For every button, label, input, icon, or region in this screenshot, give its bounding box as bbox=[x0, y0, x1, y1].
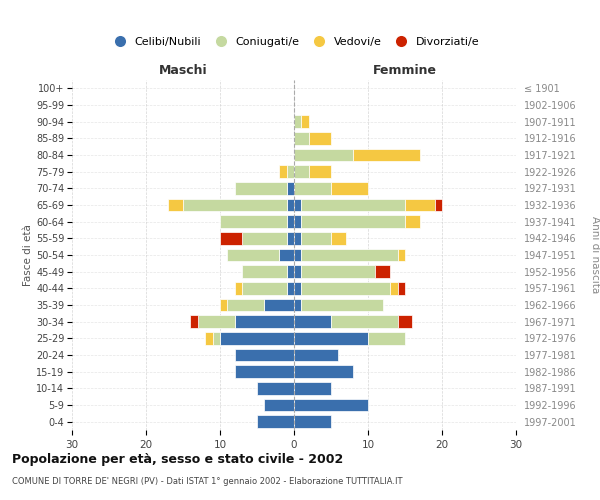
Bar bbox=[309, 166, 331, 178]
Bar bbox=[294, 416, 331, 428]
Bar bbox=[235, 316, 294, 328]
Bar bbox=[287, 199, 294, 211]
Bar bbox=[301, 216, 405, 228]
Text: Femmine: Femmine bbox=[373, 64, 437, 76]
Bar bbox=[301, 282, 390, 294]
Bar bbox=[376, 266, 390, 278]
Bar bbox=[331, 232, 346, 244]
Bar bbox=[294, 166, 309, 178]
Bar bbox=[294, 366, 353, 378]
Bar bbox=[294, 149, 353, 162]
Bar bbox=[294, 199, 301, 211]
Bar bbox=[294, 282, 301, 294]
Bar bbox=[287, 266, 294, 278]
Bar bbox=[294, 216, 301, 228]
Text: Popolazione per età, sesso e stato civile - 2002: Popolazione per età, sesso e stato civil… bbox=[12, 452, 343, 466]
Bar bbox=[168, 199, 183, 211]
Bar bbox=[242, 232, 287, 244]
Bar bbox=[294, 298, 301, 311]
Bar bbox=[294, 399, 368, 411]
Bar bbox=[301, 232, 331, 244]
Bar bbox=[287, 216, 294, 228]
Y-axis label: Anni di nascita: Anni di nascita bbox=[590, 216, 600, 294]
Bar bbox=[405, 216, 420, 228]
Text: COMUNE DI TORRE DE' NEGRI (PV) - Dati ISTAT 1° gennaio 2002 - Elaborazione TUTTI: COMUNE DI TORRE DE' NEGRI (PV) - Dati IS… bbox=[12, 478, 403, 486]
Bar bbox=[287, 232, 294, 244]
Bar bbox=[190, 316, 198, 328]
Bar bbox=[242, 266, 287, 278]
Bar bbox=[331, 316, 398, 328]
Bar bbox=[294, 316, 331, 328]
Bar bbox=[235, 366, 294, 378]
Bar bbox=[294, 248, 301, 261]
Bar bbox=[279, 248, 294, 261]
Bar bbox=[353, 149, 420, 162]
Bar bbox=[331, 182, 368, 194]
Bar bbox=[205, 332, 212, 344]
Bar bbox=[294, 116, 301, 128]
Bar bbox=[301, 266, 376, 278]
Bar bbox=[265, 298, 294, 311]
Bar bbox=[294, 382, 331, 394]
Bar bbox=[294, 349, 338, 361]
Bar bbox=[301, 116, 309, 128]
Bar bbox=[301, 199, 405, 211]
Bar bbox=[309, 132, 331, 144]
Bar bbox=[434, 199, 442, 211]
Bar bbox=[227, 248, 279, 261]
Bar bbox=[294, 332, 368, 344]
Bar bbox=[265, 399, 294, 411]
Bar bbox=[220, 298, 227, 311]
Bar bbox=[287, 282, 294, 294]
Y-axis label: Fasce di età: Fasce di età bbox=[23, 224, 33, 286]
Bar bbox=[257, 416, 294, 428]
Bar bbox=[294, 132, 309, 144]
Bar bbox=[294, 182, 331, 194]
Bar bbox=[220, 332, 294, 344]
Bar bbox=[198, 316, 235, 328]
Bar bbox=[294, 266, 301, 278]
Bar bbox=[398, 248, 405, 261]
Bar bbox=[235, 182, 287, 194]
Bar bbox=[279, 166, 287, 178]
Bar bbox=[287, 166, 294, 178]
Bar bbox=[220, 216, 287, 228]
Bar bbox=[294, 232, 301, 244]
Bar bbox=[212, 332, 220, 344]
Bar bbox=[301, 298, 383, 311]
Bar bbox=[287, 182, 294, 194]
Bar bbox=[398, 316, 412, 328]
Bar bbox=[390, 282, 398, 294]
Bar bbox=[235, 282, 242, 294]
Bar bbox=[398, 282, 405, 294]
Bar bbox=[227, 298, 265, 311]
Bar bbox=[242, 282, 287, 294]
Bar bbox=[235, 349, 294, 361]
Text: Maschi: Maschi bbox=[158, 64, 208, 76]
Bar bbox=[405, 199, 434, 211]
Bar bbox=[368, 332, 405, 344]
Bar bbox=[183, 199, 287, 211]
Bar bbox=[301, 248, 398, 261]
Legend: Celibi/Nubili, Coniugati/e, Vedovi/e, Divorziati/e: Celibi/Nubili, Coniugati/e, Vedovi/e, Di… bbox=[109, 36, 479, 46]
Bar bbox=[220, 232, 242, 244]
Bar bbox=[257, 382, 294, 394]
